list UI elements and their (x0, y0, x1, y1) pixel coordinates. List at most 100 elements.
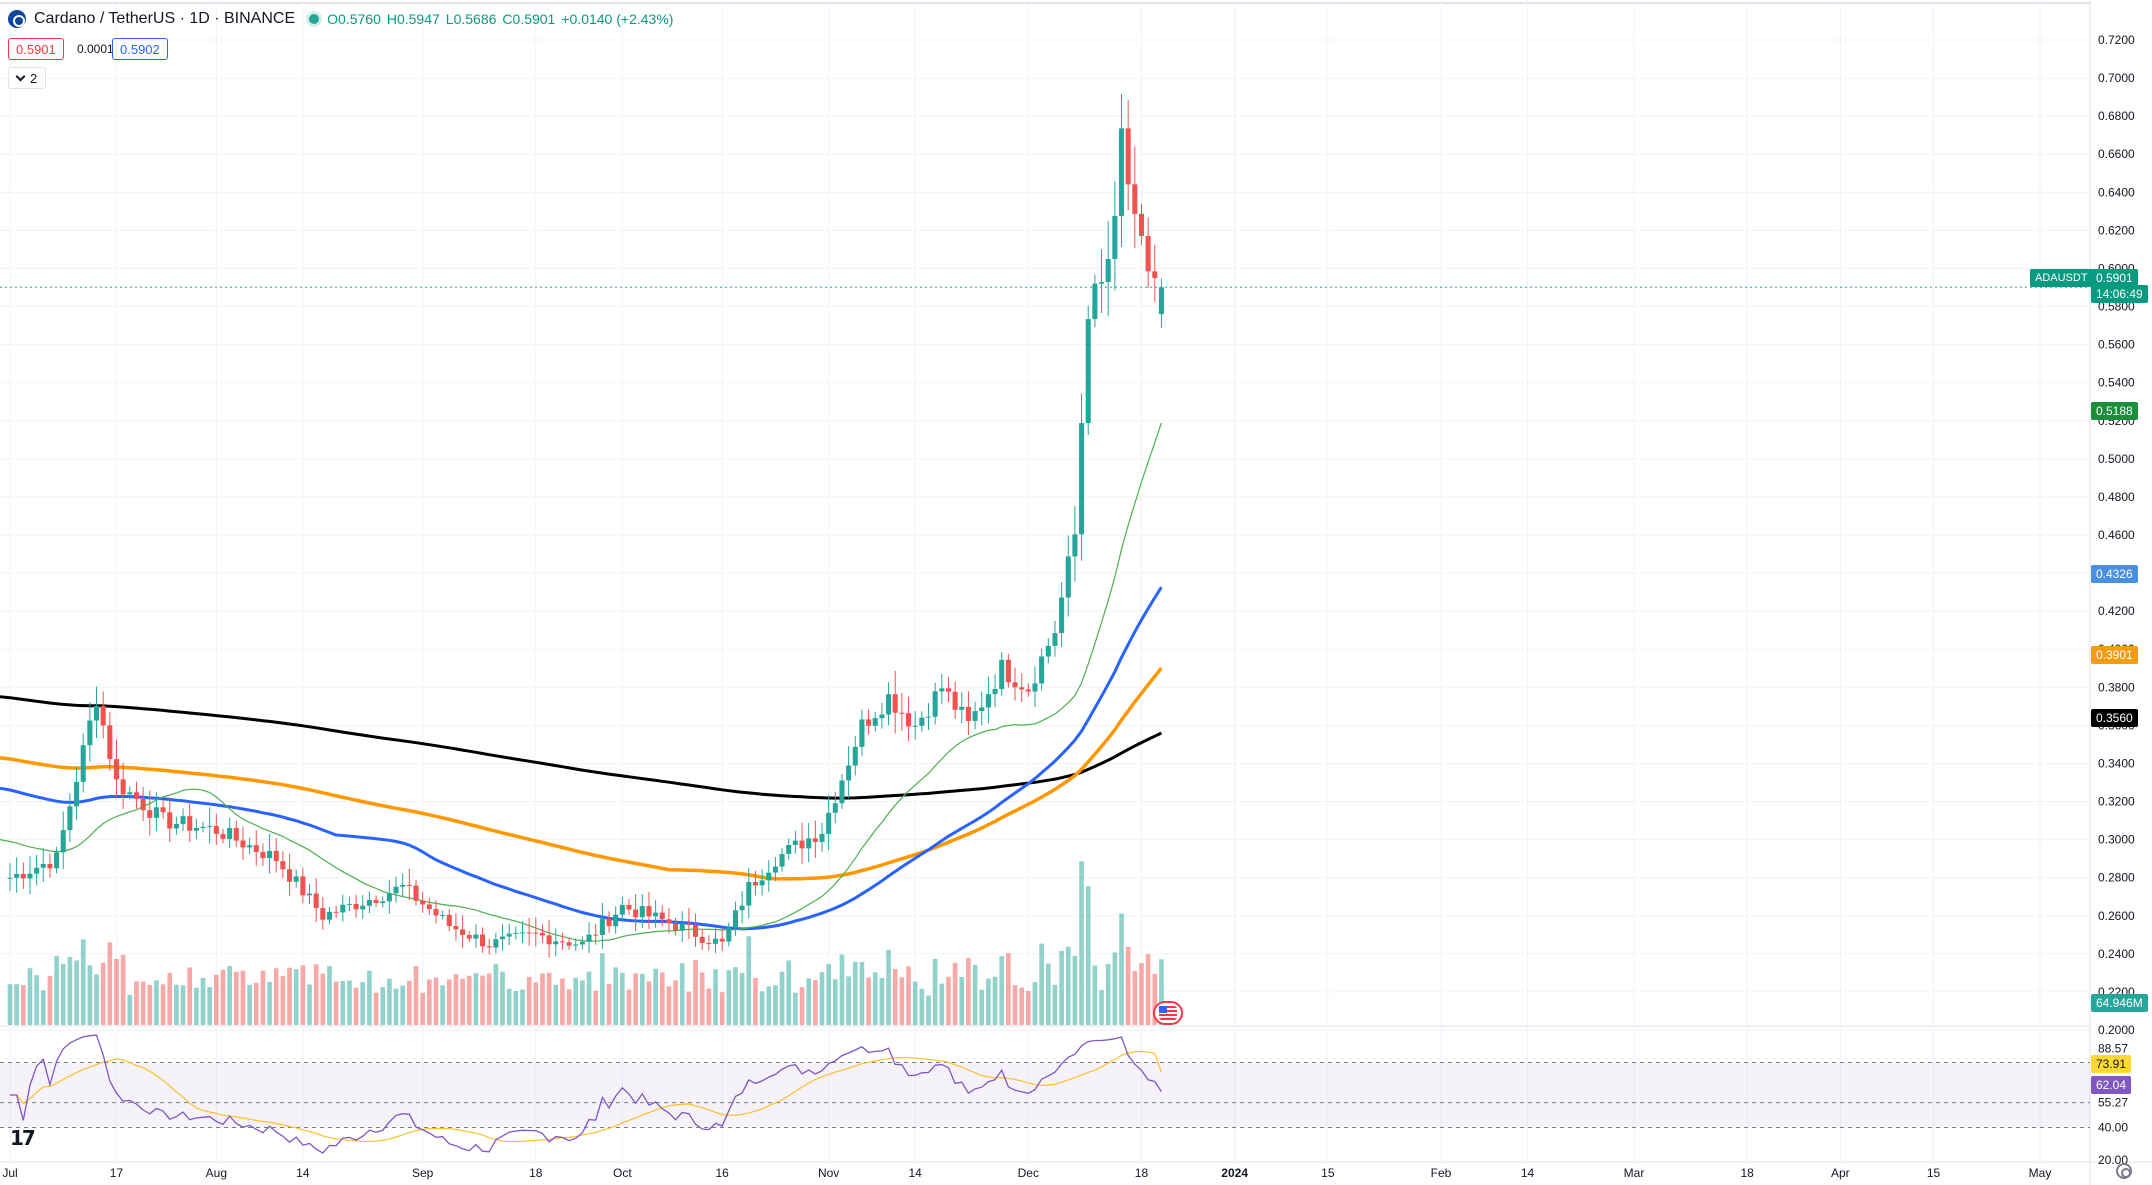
volume-bar (1045, 963, 1051, 1025)
volume-bar (793, 992, 798, 1025)
volume-bar (493, 963, 499, 1025)
candle-body (905, 713, 912, 727)
volume-bar (446, 979, 452, 1025)
candle-body (133, 792, 139, 800)
candle-body (40, 863, 46, 868)
candle-body (1019, 687, 1025, 690)
candle-body (573, 944, 579, 946)
volume-bar (679, 963, 685, 1025)
us-flag-icon[interactable] (1153, 1001, 1183, 1025)
volume-bar (100, 962, 106, 1025)
volume-bar (1159, 959, 1164, 1025)
price-tick-label: 0.2800 (2098, 871, 2135, 885)
candle-body (985, 694, 991, 708)
candle-body (919, 717, 925, 726)
volume-bar (540, 973, 545, 1025)
volume-bar (686, 991, 692, 1025)
moving-averages (0, 422, 1163, 942)
volume-bar (673, 980, 678, 1025)
candle-body (945, 688, 951, 692)
candle-body (1152, 271, 1158, 278)
candle-body (812, 838, 818, 842)
time-tick-label: Apr (1831, 1166, 1850, 1180)
volume-bar (127, 994, 133, 1025)
candle-body (426, 904, 432, 910)
symbol-legend: Cardano / TetherUS · 1D · BINANCE O0.576… (8, 10, 673, 28)
volume-bar (513, 990, 519, 1025)
candle-body (180, 816, 186, 824)
candle-body (313, 893, 319, 909)
time-tick-label: Jul (2, 1166, 17, 1180)
candle-body (1099, 282, 1105, 284)
candle-body (892, 694, 898, 713)
high-value: H0.5947 (386, 11, 440, 27)
candle-body (912, 725, 918, 727)
price-tick-label: 0.3800 (2098, 680, 2135, 694)
candle-body (60, 830, 66, 853)
candle-body (826, 812, 832, 834)
candle-body (1092, 283, 1098, 320)
rsi-badge: 62.04 (2091, 1076, 2132, 1094)
indicators-collapse-button[interactable]: 2 (8, 67, 47, 89)
candles[interactable] (0, 94, 2090, 958)
time-tick-label: Dec (1018, 1166, 1039, 1180)
rsi-line (10, 1034, 1162, 1154)
candle-body (1118, 128, 1125, 216)
volume-bar (586, 971, 592, 1025)
price-tick-label: 0.3200 (2098, 795, 2135, 809)
symbol-title[interactable]: Cardano / TetherUS · 1D · BINANCE (34, 10, 296, 27)
volume-bar (1139, 963, 1144, 1025)
gear-icon[interactable] (2116, 1163, 2132, 1179)
volume-bar (27, 968, 33, 1025)
volume-bar (866, 977, 871, 1025)
volume-bar (852, 961, 858, 1025)
volume-bar (619, 972, 625, 1025)
price-tick-label: 0.3000 (2098, 833, 2135, 847)
candle-body (799, 840, 805, 849)
candle-body (506, 933, 512, 937)
candle-body (253, 845, 259, 852)
time-tick-label: 15 (1321, 1166, 1335, 1180)
volume-bar (966, 957, 971, 1025)
volume-bar (107, 942, 113, 1025)
volume-bar (80, 939, 86, 1025)
volume-bar (453, 974, 459, 1025)
tradingview-logo-icon[interactable]: 17 (10, 1126, 36, 1150)
candle-body (852, 746, 858, 766)
candle-body (87, 720, 93, 746)
candle-body (453, 926, 459, 930)
volume-bar (560, 978, 565, 1025)
candle-body (107, 725, 113, 760)
candle-body (872, 718, 878, 726)
candle-body (473, 934, 479, 939)
sell-button[interactable]: 0.5901 (8, 38, 64, 60)
volume-bar (413, 965, 419, 1025)
candle-body (819, 833, 825, 842)
volume-bar (952, 962, 958, 1025)
candle-body (952, 691, 958, 710)
price-tick-label: 0.3400 (2098, 756, 2135, 770)
time-tick-label: 14 (1521, 1166, 1535, 1180)
candle-body (386, 893, 392, 902)
ma20-badge: 0.5188 (2091, 402, 2138, 420)
ma-line-ma20 (0, 422, 1162, 942)
volume-bar (240, 970, 246, 1025)
candle-body (1132, 184, 1138, 214)
buy-button[interactable]: 0.5902 (112, 38, 168, 60)
candle-body (480, 934, 486, 947)
price-tick-label: 0.4800 (2098, 490, 2135, 504)
candle-body (566, 942, 572, 946)
candle-body (460, 929, 466, 936)
volume-bar (979, 989, 985, 1025)
volume-bar (380, 987, 386, 1025)
candle-body (553, 941, 559, 945)
volume-bar (832, 979, 838, 1025)
candle-body (786, 844, 792, 854)
indicators-count: 2 (30, 70, 38, 86)
volume-bar (573, 977, 579, 1025)
candle-body (879, 714, 885, 719)
volume-bar (606, 983, 612, 1025)
time-tick-label: Mar (1624, 1166, 1645, 1180)
